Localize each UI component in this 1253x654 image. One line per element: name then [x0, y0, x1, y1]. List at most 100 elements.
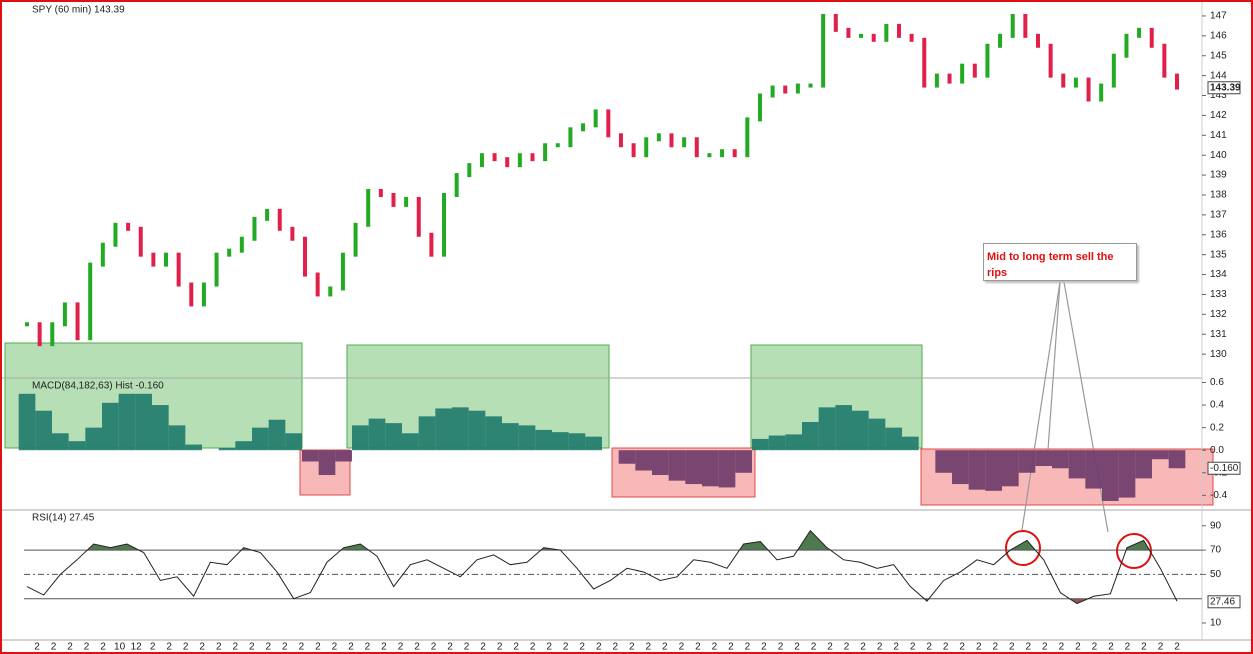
highlight-circle: [1005, 530, 1041, 566]
hist-bar: [402, 433, 419, 451]
regions: [4, 342, 1214, 506]
x-tick-label: 2: [943, 642, 949, 652]
annotation: Mid to long term sell the rips: [983, 243, 1137, 281]
price-bar: [770, 85, 775, 98]
x-tick-label: 2: [398, 642, 404, 652]
hist-bar: [335, 450, 352, 462]
hist-bar: [1152, 450, 1169, 460]
hist-bar: [668, 450, 686, 481]
hist-bar: [152, 405, 169, 451]
x-tick-label: 2: [480, 642, 486, 652]
hist-bar: [768, 435, 786, 451]
last-value-label: 27.46: [1210, 596, 1235, 607]
hist-bar: [868, 418, 886, 451]
price-bar: [1162, 43, 1167, 78]
x-tick-label: 2: [612, 642, 618, 652]
x-tick-label: 2: [1075, 642, 1081, 652]
x-tick-label: 2: [1059, 642, 1065, 652]
price-title: SPY (60 min) 143.39: [32, 5, 125, 16]
hist-bar: [1085, 450, 1102, 489]
price-bar: [126, 222, 131, 231]
hist-bar: [935, 450, 952, 473]
price-bar: [543, 143, 548, 162]
x-tick-label: 2: [563, 642, 569, 652]
hist-bar: [568, 433, 586, 451]
price-bar: [454, 173, 459, 197]
y-tick-label: 0.0: [1210, 445, 1224, 456]
price-bar: [947, 73, 952, 84]
price-bar: [265, 208, 270, 221]
last-value-label: 143.39: [1210, 82, 1241, 93]
price-bar: [75, 302, 80, 341]
x-tick-label: 2: [745, 642, 751, 652]
price-bar: [176, 252, 181, 287]
price-bar: [404, 196, 409, 207]
price-bar: [896, 23, 901, 38]
price-bar: [164, 252, 169, 267]
hist-bar: [835, 405, 852, 451]
y-tick-label: 0.6: [1210, 377, 1224, 388]
x-tick-label: 2: [166, 642, 172, 652]
x-tick-label: 2: [315, 642, 321, 652]
hist-bar: [235, 441, 252, 451]
rsi-title: RSI(14) 27.45: [32, 513, 95, 524]
x-tick-label: 2: [728, 642, 734, 652]
price-bar: [290, 226, 295, 241]
price-bar: [960, 63, 965, 84]
x-tick-label: 2: [348, 642, 354, 652]
price-bar: [871, 33, 876, 42]
hist-bar: [802, 422, 819, 451]
x-tick-label: 10: [114, 642, 126, 652]
price-bar: [416, 196, 421, 237]
x-tick-label: 2: [199, 642, 205, 652]
x-tick-label: 2: [414, 642, 420, 652]
price-bar: [189, 282, 194, 307]
hist-bar: [252, 427, 269, 451]
price-bar: [442, 192, 447, 257]
hist-bar: [168, 425, 186, 451]
hist-bar: [35, 410, 52, 451]
x-tick-label: 2: [976, 642, 982, 652]
y-tick-label: 133: [1210, 289, 1227, 300]
hist-bar: [968, 450, 986, 490]
x-tick-label: 2: [34, 642, 40, 652]
hist-bar: [885, 427, 902, 451]
hist-bar: [185, 444, 202, 451]
price-bar: [366, 189, 371, 227]
price-bar: [783, 85, 788, 94]
price-bar: [1099, 83, 1104, 102]
hist-bar: [502, 423, 519, 451]
hist-bar: [818, 407, 836, 451]
hist-bar: [352, 425, 369, 451]
hist-bar: [452, 407, 469, 451]
hist-bar: [718, 450, 736, 488]
price-bar: [555, 143, 560, 148]
hist-bar: [268, 419, 286, 451]
hist-bar: [52, 433, 69, 451]
price-bar: [151, 252, 156, 267]
price-bar: [391, 192, 396, 207]
price-bar: [50, 322, 55, 347]
hist-bar: [752, 438, 769, 451]
x-tick-label: 2: [332, 642, 338, 652]
x-tick-label: 2: [365, 642, 371, 652]
hist-bar: [852, 410, 869, 451]
hist-bar: [118, 393, 136, 451]
hist-bar: [85, 427, 102, 451]
x-tick-label: 2: [811, 642, 817, 652]
price-bar: [846, 27, 851, 38]
last-value-box: [1207, 81, 1241, 95]
price-bar: [467, 163, 472, 178]
price-bar: [682, 137, 687, 148]
price-bar: [707, 153, 712, 158]
price-bar: [669, 133, 674, 148]
price-bar: [934, 73, 939, 88]
price-bar: [201, 282, 206, 307]
hist-bar: [1135, 450, 1152, 479]
last-value-label: -0.160: [1210, 463, 1239, 474]
macd-title: MACD(84,182,63) Hist -0.160: [32, 381, 164, 392]
y-tick-label: 130: [1210, 349, 1227, 360]
callout-line: [1021, 281, 1061, 531]
price-bar: [315, 272, 320, 297]
